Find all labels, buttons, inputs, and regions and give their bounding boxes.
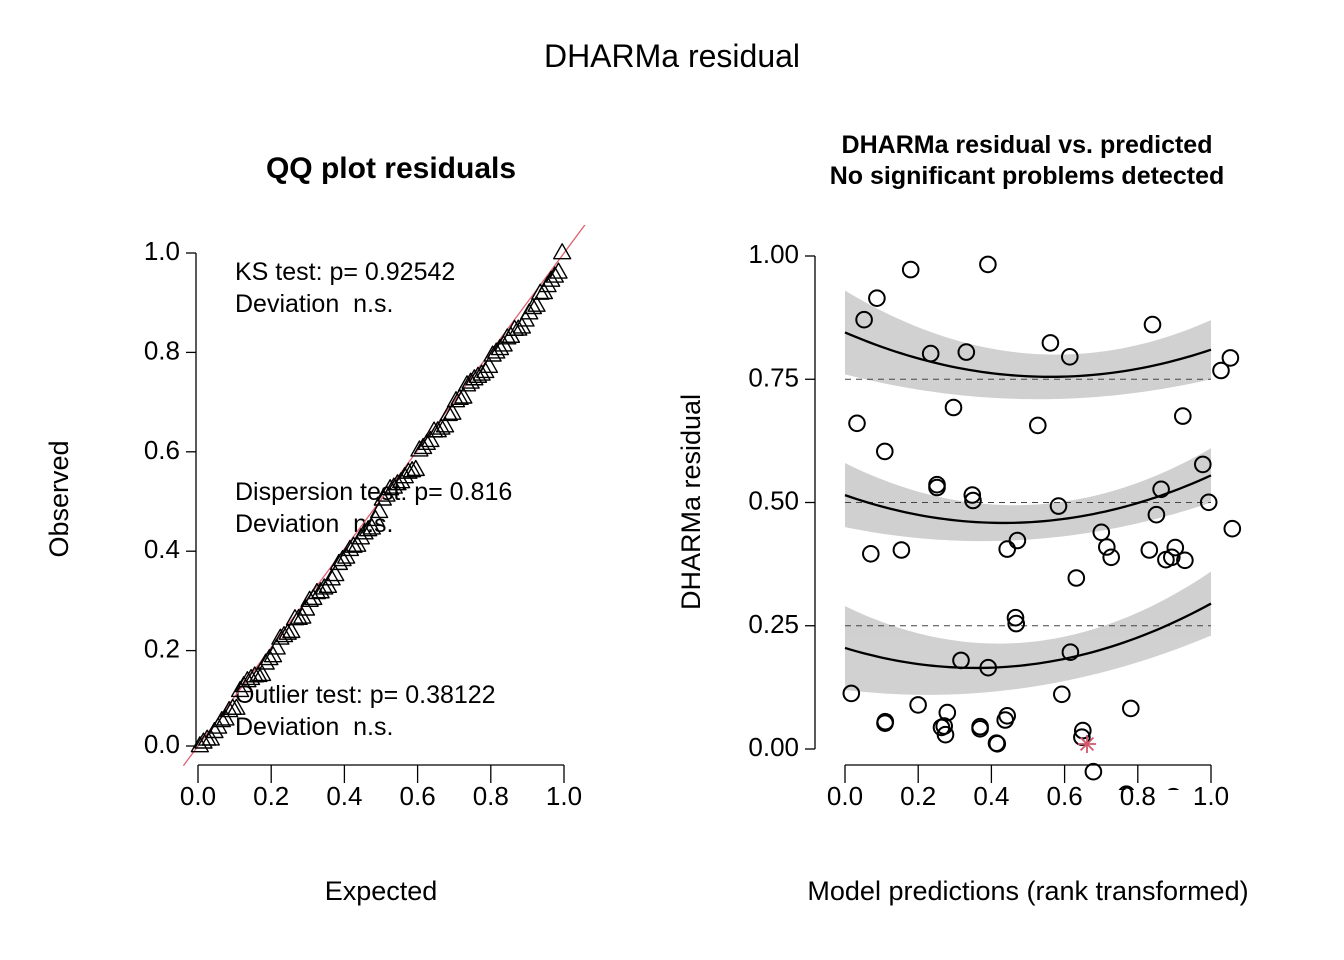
svg-text:1.0: 1.0	[144, 236, 180, 266]
svg-text:0.0: 0.0	[180, 781, 216, 811]
svg-text:Dispersion test: p= 0.816: Dispersion test: p= 0.816	[235, 478, 512, 506]
svg-text:1.00: 1.00	[748, 239, 799, 269]
svg-text:0.2: 0.2	[253, 781, 289, 811]
svg-text:QQ plot residuals: QQ plot residuals	[266, 152, 516, 185]
svg-text:0.8: 0.8	[473, 781, 509, 811]
svg-text:Model predictions (rank transf: Model predictions (rank transformed)	[807, 876, 1248, 906]
svg-text:1.0: 1.0	[546, 781, 582, 811]
svg-text:0.50: 0.50	[748, 486, 799, 516]
svg-text:0.75: 0.75	[748, 362, 799, 392]
svg-text:0.2: 0.2	[900, 781, 936, 811]
svg-text:0.2: 0.2	[144, 634, 180, 664]
svg-text:0.4: 0.4	[326, 781, 362, 811]
svg-text:0.6: 0.6	[1047, 781, 1083, 811]
svg-text:No significant problems detect: No significant problems detected	[830, 162, 1225, 190]
svg-text:DHARMa residual vs. predicted: DHARMa residual vs. predicted	[842, 131, 1213, 159]
svg-text:DHARMa residual: DHARMa residual	[676, 394, 706, 610]
svg-text:0.6: 0.6	[144, 435, 180, 465]
svg-text:Expected: Expected	[325, 876, 438, 906]
svg-text:0.4: 0.4	[144, 534, 180, 564]
svg-text:1.0: 1.0	[1193, 781, 1229, 811]
svg-text:0.4: 0.4	[973, 781, 1009, 811]
svg-text:Deviation n.s.: Deviation n.s.	[235, 290, 393, 318]
svg-text:Observed: Observed	[44, 440, 74, 557]
svg-text:0.6: 0.6	[400, 781, 436, 811]
svg-text:0.00: 0.00	[748, 732, 799, 762]
svg-text:0.0: 0.0	[827, 781, 863, 811]
svg-text:0.8: 0.8	[144, 335, 180, 365]
svg-text:Outlier test: p= 0.38122: Outlier test: p= 0.38122	[235, 681, 496, 709]
svg-text:KS test: p= 0.92542: KS test: p= 0.92542	[235, 258, 455, 286]
svg-text:0.25: 0.25	[748, 609, 799, 639]
svg-text:0.0: 0.0	[144, 729, 180, 759]
svg-text:Deviation n.s.: Deviation n.s.	[235, 713, 393, 741]
